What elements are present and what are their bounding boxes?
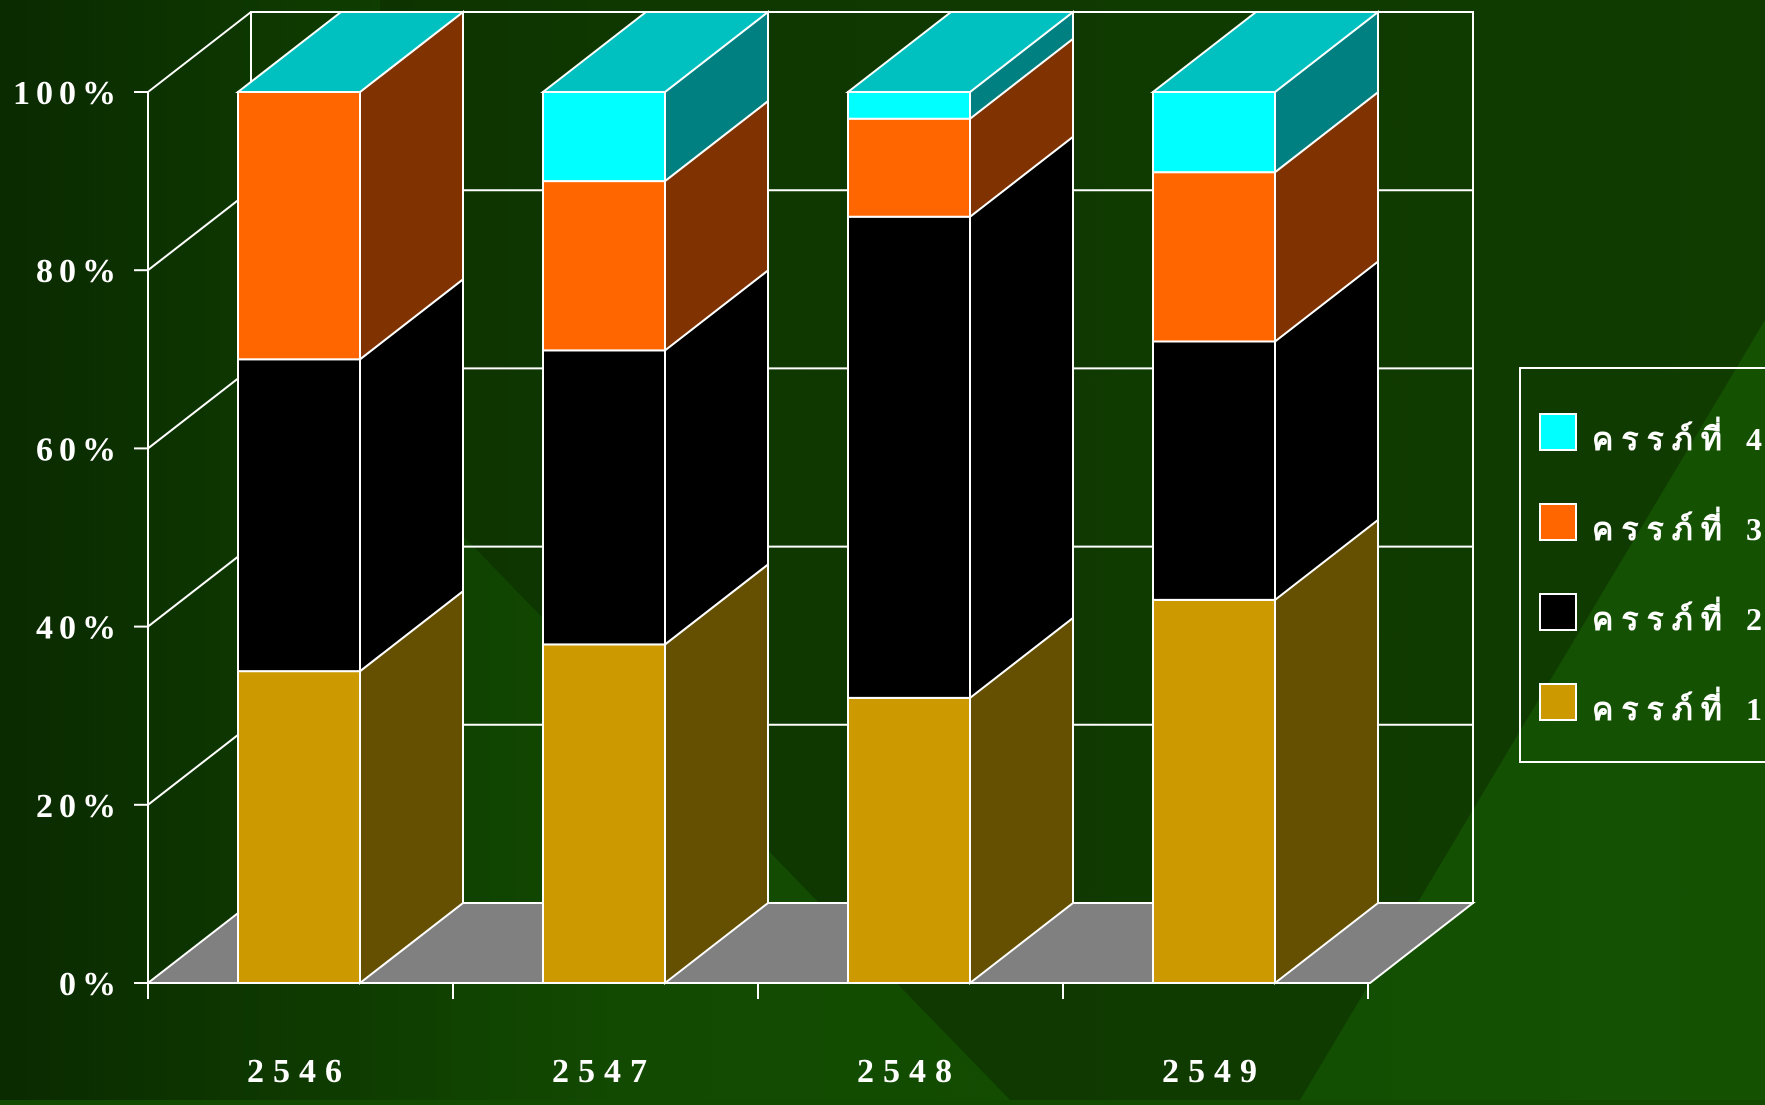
axes: 0% 20% 40% 60% 80% 100% 2546 2547 2548 2549 [13,75,1370,1090]
bar-segment-front [542,643,666,984]
legend-item: ครรภ์ที่ 3 [1539,503,1765,547]
bar-segment-front [847,215,971,699]
y-tick-label: 100% [13,75,122,112]
gridline-side [147,11,252,93]
x-tick-label: 2547 [552,1053,656,1090]
bar-top-cap [235,11,466,93]
bar-segment-front [237,670,361,985]
bar-top-cap [845,11,1076,93]
bar-top-cap [540,11,771,93]
bar-segment-front [1152,91,1276,174]
bar-stack-2549 [1150,9,1381,986]
bar-segment-front [1152,598,1276,984]
gridline-side [147,189,252,271]
legend-item: ครรภ์ที่ 1 [1539,683,1765,727]
bar-stack-2547 [540,9,771,986]
y-tick-label: 60% [36,431,122,468]
legend-label: ครรภ์ที่ 1 [1592,686,1765,727]
bar-segment-front [542,91,666,183]
bar-segment-front [237,91,361,361]
bar-segment-front [847,117,971,218]
gridline-side [147,367,252,450]
legend-swatch [1539,413,1577,451]
bar-segment-side [969,134,1074,700]
bar-segment-front [237,358,361,673]
bar-segment-front [1152,171,1276,343]
legend-swatch [1539,593,1577,631]
bar-segment-front [847,696,971,984]
bar-segment-front [847,91,971,120]
x-tick-label: 2548 [857,1053,961,1090]
legend-label: ครรภ์ที่ 3 [1592,506,1765,547]
y-tick-label: 20% [36,788,122,825]
legend-box [1519,367,1765,763]
bar-top-cap [1150,11,1381,93]
bar-segment-front [1152,340,1276,601]
x-tick-label: 2546 [247,1053,351,1090]
gridline-side [147,545,252,628]
legend-label: ครรภ์ที่ 2 [1592,596,1765,637]
legend: ครรภ์ที่ 4 ครรภ์ที่ 3 ครรภ์ที่ 2 ครรภ์ที่ 1 [1519,367,1765,763]
y-tick-label: 80% [36,253,122,290]
legend-item: ครรภ์ที่ 2 [1539,593,1765,637]
gridline-side [147,724,252,806]
bar-stack-2546 [235,9,466,986]
legend-swatch [1539,683,1577,721]
x-tick-label: 2549 [1162,1053,1266,1090]
bar-stack-2548 [845,9,1076,986]
y-tick-label: 0% [59,966,122,1003]
bar-segment-front [542,180,666,352]
legend-label: ครรภ์ที่ 4 [1592,416,1765,457]
bar-segment-side [1274,517,1379,986]
legend-swatch [1539,503,1577,541]
legend-item: ครรภ์ที่ 4 [1539,413,1765,457]
y-tick-label: 40% [36,610,122,647]
bar-segment-front [542,349,666,646]
bars [235,9,1381,986]
